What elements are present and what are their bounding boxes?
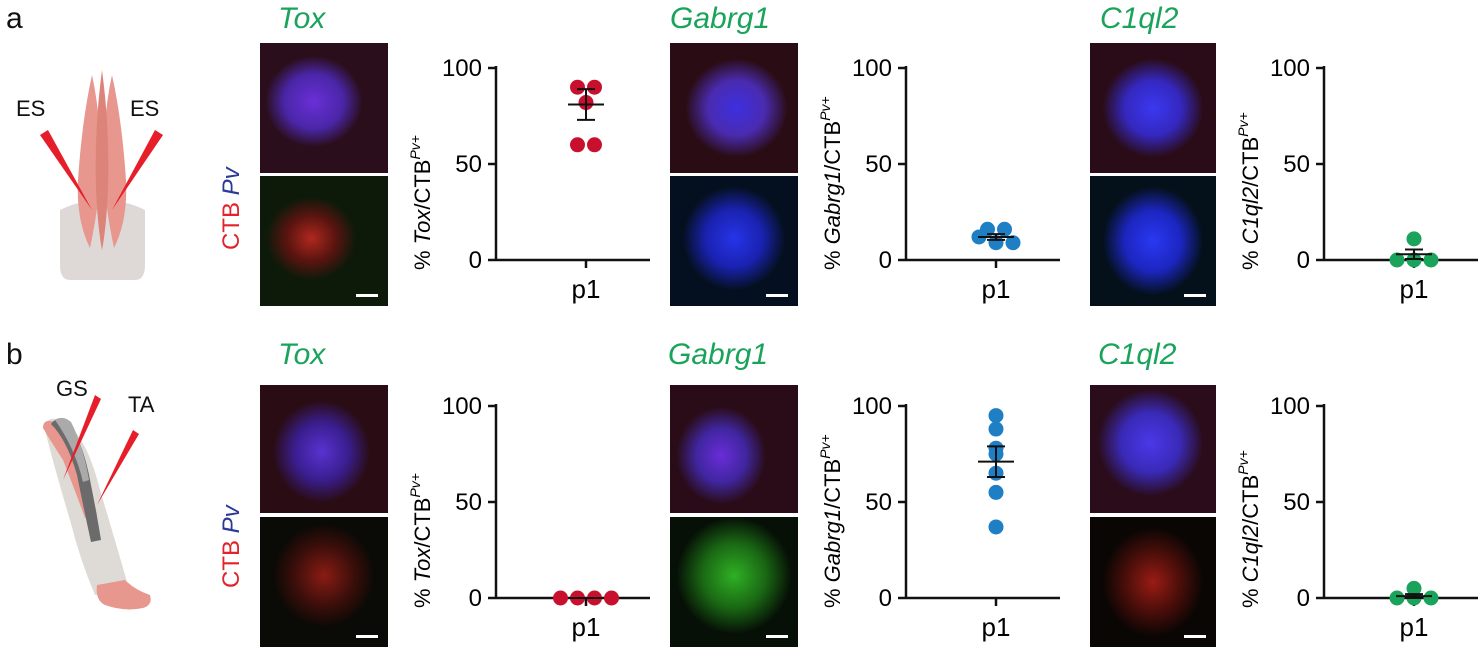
scale-bar [356,294,378,297]
ctb-label: CTB [218,202,245,250]
micrograph-c1ql2-b-pv [1090,385,1216,513]
data-point [570,137,585,153]
stain-caption-b: CTB Pv [218,505,246,588]
micrograph-c1ql2-a-pv [1090,43,1216,173]
ctb-label: CTB [218,540,245,588]
muscle-label-es-left: ES [16,96,46,121]
gene-title-tox-a: Tox [278,2,326,35]
scale-bar [1184,635,1206,638]
data-point [587,137,602,153]
data-point [1406,231,1422,247]
data-point [604,590,619,606]
y-axis-label: % C1ql2/CTBPv+ [1235,112,1263,270]
x-tick-label: p1 [572,274,601,304]
data-point [1423,590,1439,606]
y-axis-label: % Gabrg1/CTBPv+ [817,96,845,270]
y-tick-label: 50 [455,489,482,516]
gene-title-tox-b: Tox [278,338,326,371]
y-tick-label: 0 [879,247,892,274]
data-point [1423,252,1439,268]
y-tick-label: 0 [1297,585,1310,612]
micrograph-tox-b-pv [260,385,388,513]
y-tick-label: 50 [1283,151,1310,178]
scatter-plot-tox-b: % Tox/CTBPv+ 0 50 100 p1 [407,393,650,642]
hindlimb-schematic [43,395,151,610]
y-tick-label: 100 [442,55,482,82]
y-tick-label: 0 [879,585,892,612]
scatter-plot-c1ql2-b: % C1ql2/CTBPv+ 0 50 100 p1 [1235,393,1478,642]
x-tick-label: p1 [1400,612,1429,642]
muscle-label-ta: TA [128,392,155,417]
y-tick-label: 0 [469,585,482,612]
scatter-plot-c1ql2-a: % C1ql2/CTBPv+ 0 50 100 p1 [1235,55,1478,304]
micrograph-c1ql2-a-ctb [1090,176,1216,306]
y-tick-label: 100 [1270,393,1310,420]
scale-bar [356,635,378,638]
y-tick-label: 100 [1270,55,1310,82]
x-tick-label: p1 [982,274,1011,304]
x-tick-label: p1 [982,612,1011,642]
micrograph-tox-a-ctb [260,176,388,306]
scale-bar [766,635,788,638]
panel-label-a: a [6,2,23,35]
data-point [988,484,1004,500]
gene-title-c1ql2-a: C1ql2 [1100,2,1179,35]
pv-label: Pv [218,167,245,196]
micrograph-gabrg1-b-ctb [670,517,798,647]
data-point [1005,235,1021,251]
data-point [587,79,602,95]
micrograph-gabrg1-a-ctb [670,176,798,306]
stain-caption-a: CTB Pv [218,167,246,250]
x-tick-label: p1 [572,612,601,642]
y-tick-label: 50 [1283,489,1310,516]
micrograph-gabrg1-a-pv [670,43,798,173]
gene-title-gabrg1-a: Gabrg1 [670,2,771,35]
muscle-label-es-right: ES [130,96,160,121]
data-point [1389,590,1405,606]
data-point [988,408,1004,424]
gene-title-gabrg1-b: Gabrg1 [668,338,769,371]
y-axis-label: % Tox/CTBPv+ [407,473,435,608]
y-tick-label: 50 [865,489,892,516]
data-point [553,590,568,606]
data-point [570,79,585,95]
pv-label: Pv [218,505,245,534]
data-point [988,519,1004,535]
y-axis-label: % C1ql2/CTBPv+ [1235,450,1263,608]
micrograph-gabrg1-b-pv [670,385,798,513]
y-tick-label: 100 [852,393,892,420]
data-point [1389,252,1405,268]
micrograph-tox-b-ctb [260,517,388,647]
panel-label-b: b [6,338,23,371]
micrograph-c1ql2-b-ctb [1090,517,1216,647]
scale-bar [1184,294,1206,297]
y-tick-label: 100 [852,55,892,82]
scatter-plot-gabrg1-b: % Gabrg1/CTBPv+ 0 50 100 p1 [817,393,1060,642]
data-point [988,421,1004,437]
y-tick-label: 50 [865,151,892,178]
x-tick-label: p1 [1400,274,1429,304]
gene-title-c1ql2-b: C1ql2 [1098,338,1177,371]
y-axis-label: % Tox/CTBPv+ [407,135,435,270]
data-point [997,221,1012,237]
scatter-plot-tox-a: % Tox/CTBPv+ 0 50 100 p1 [407,55,650,304]
scatter-plot-gabrg1-a: % Gabrg1/CTBPv+ 0 50 100 p1 [817,55,1060,304]
y-tick-label: 0 [469,247,482,274]
scale-bar [766,294,788,297]
micrograph-tox-a-pv [260,43,388,173]
muscle-label-gs: GS [56,376,88,401]
y-tick-label: 100 [442,393,482,420]
y-tick-label: 50 [455,151,482,178]
erector-spinae-schematic [40,70,163,280]
y-axis-label: % Gabrg1/CTBPv+ [817,434,845,608]
y-tick-label: 0 [1297,247,1310,274]
